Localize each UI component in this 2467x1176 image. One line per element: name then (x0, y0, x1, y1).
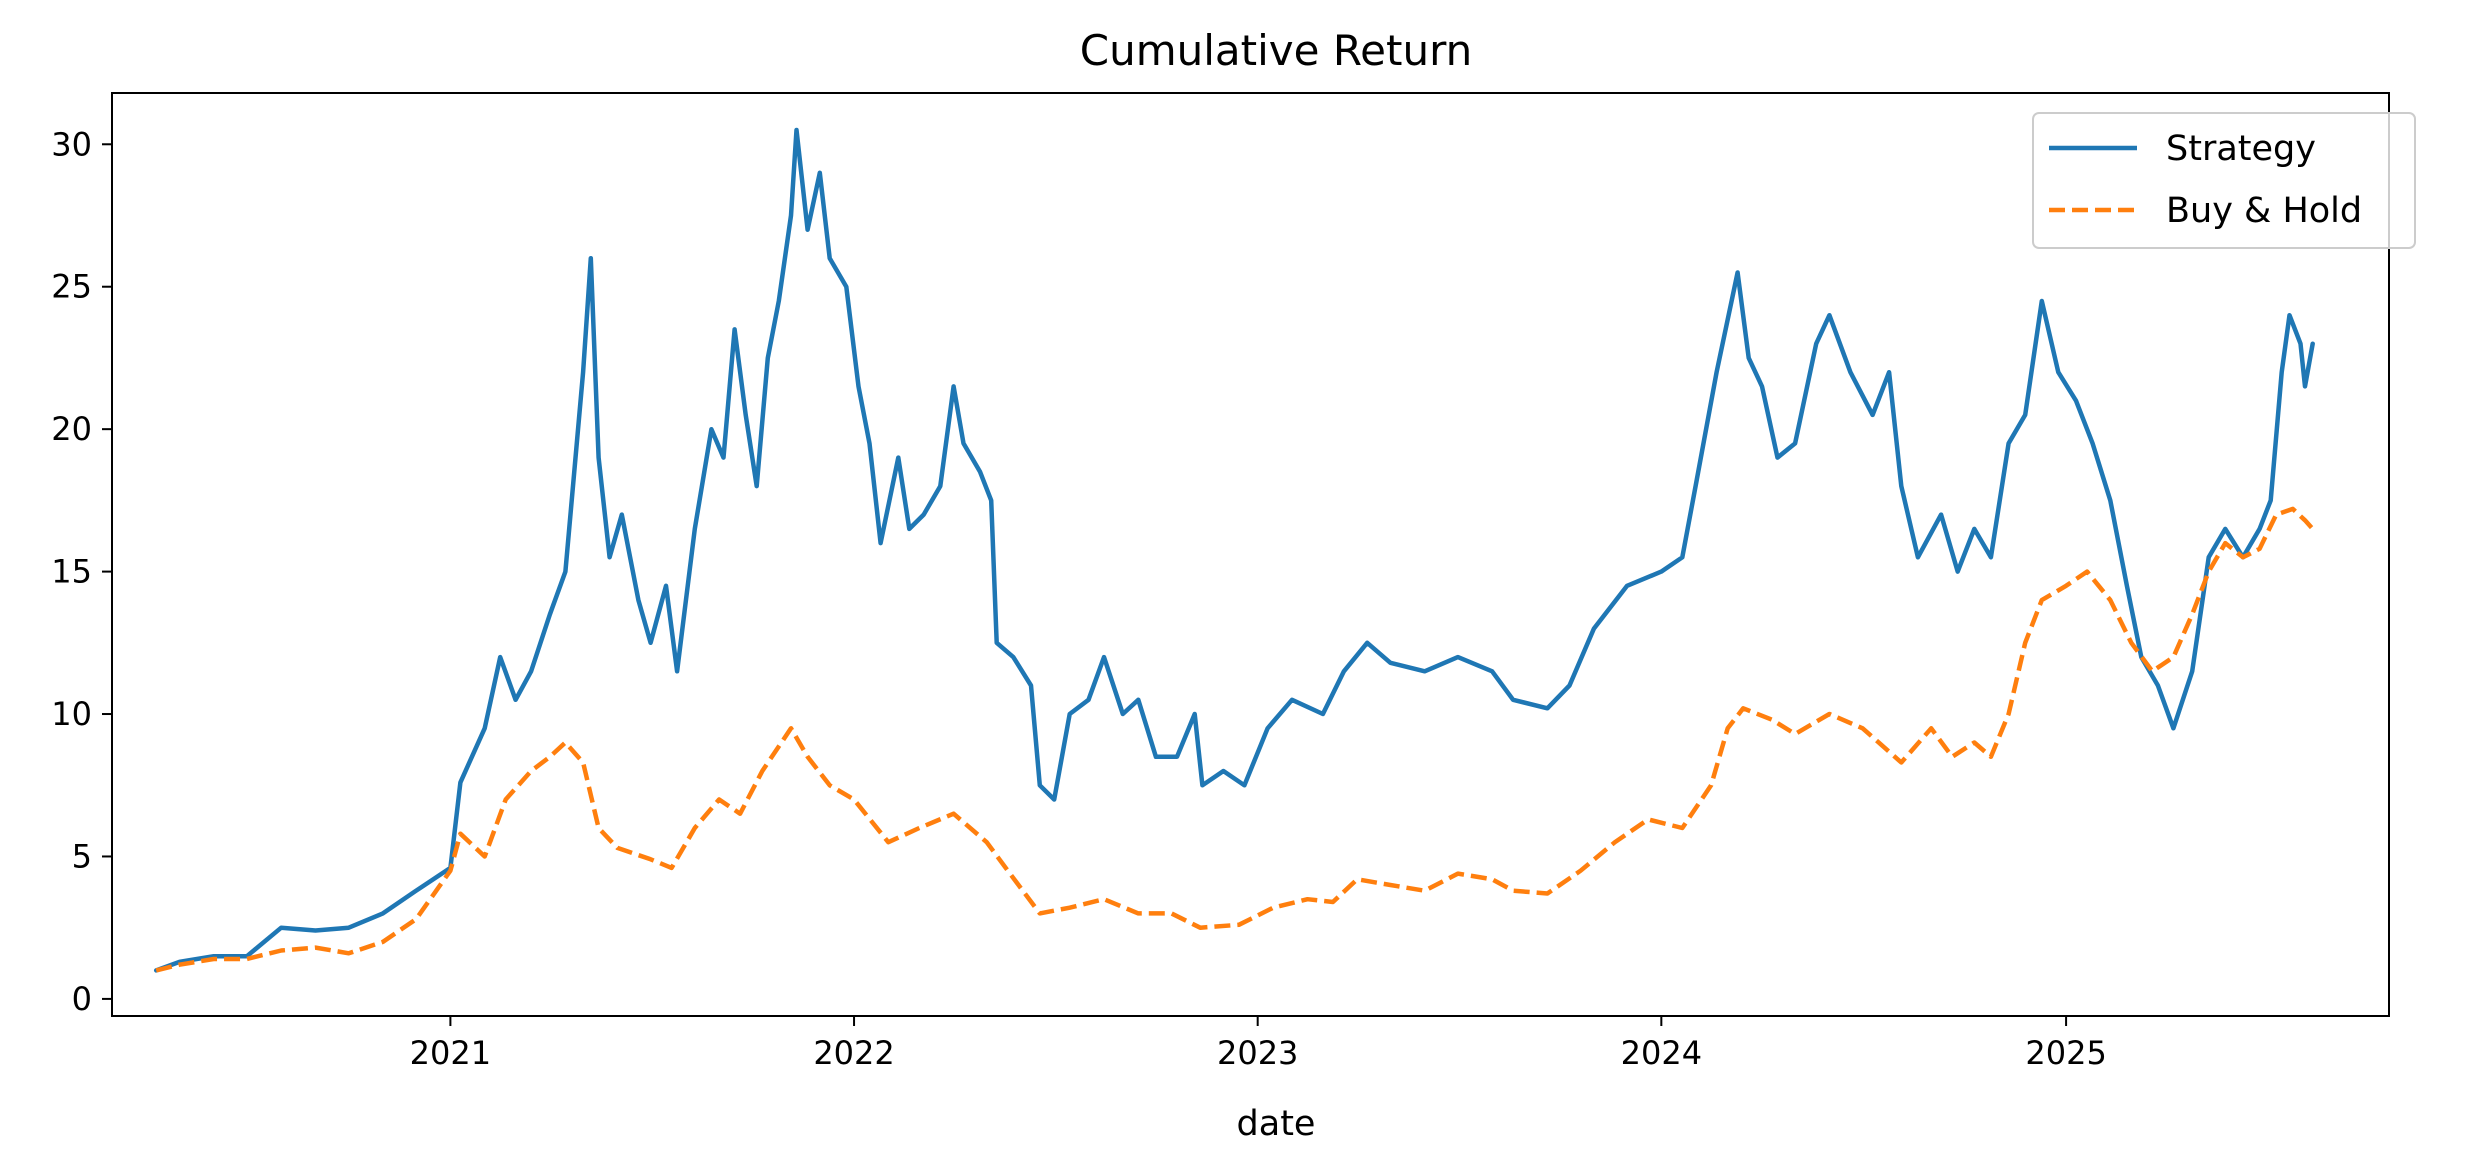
series-line-strategy (153, 127, 2315, 973)
y-tick-label-15: 15 (51, 553, 92, 591)
x-axis-title: date (1237, 1104, 1316, 1144)
y-tick-label-10: 10 (51, 695, 92, 733)
x-tick-label-2024: 2024 (1621, 1034, 1702, 1072)
series-line-buy-and-hold (155, 506, 2315, 973)
y-tick-label-5: 5 (72, 837, 92, 875)
x-tick-label-2021: 2021 (410, 1034, 491, 1072)
plot-frame (111, 92, 2390, 1017)
y-tick-label-0: 0 (72, 980, 92, 1018)
x-axis: 2021 2022 2023 2024 2025 (410, 1016, 2107, 1072)
chart-title: Cumulative Return (1080, 26, 1472, 75)
x-tick-label-2023: 2023 (1217, 1034, 1298, 1072)
y-axis: 0 5 10 15 20 25 30 (51, 125, 112, 1018)
legend-label-strategy: Strategy (2166, 129, 2316, 169)
y-tick-label-30: 30 (51, 125, 92, 163)
plot-area (153, 127, 2315, 973)
legend: Strategy Buy & Hold (2032, 112, 2416, 249)
y-tick-label-20: 20 (51, 410, 92, 448)
x-tick-label-2022: 2022 (813, 1034, 894, 1072)
legend-label-buy-and-hold: Buy & Hold (2166, 191, 2362, 231)
x-tick-label-2025: 2025 (2025, 1034, 2106, 1072)
y-tick-label-25: 25 (51, 268, 92, 306)
